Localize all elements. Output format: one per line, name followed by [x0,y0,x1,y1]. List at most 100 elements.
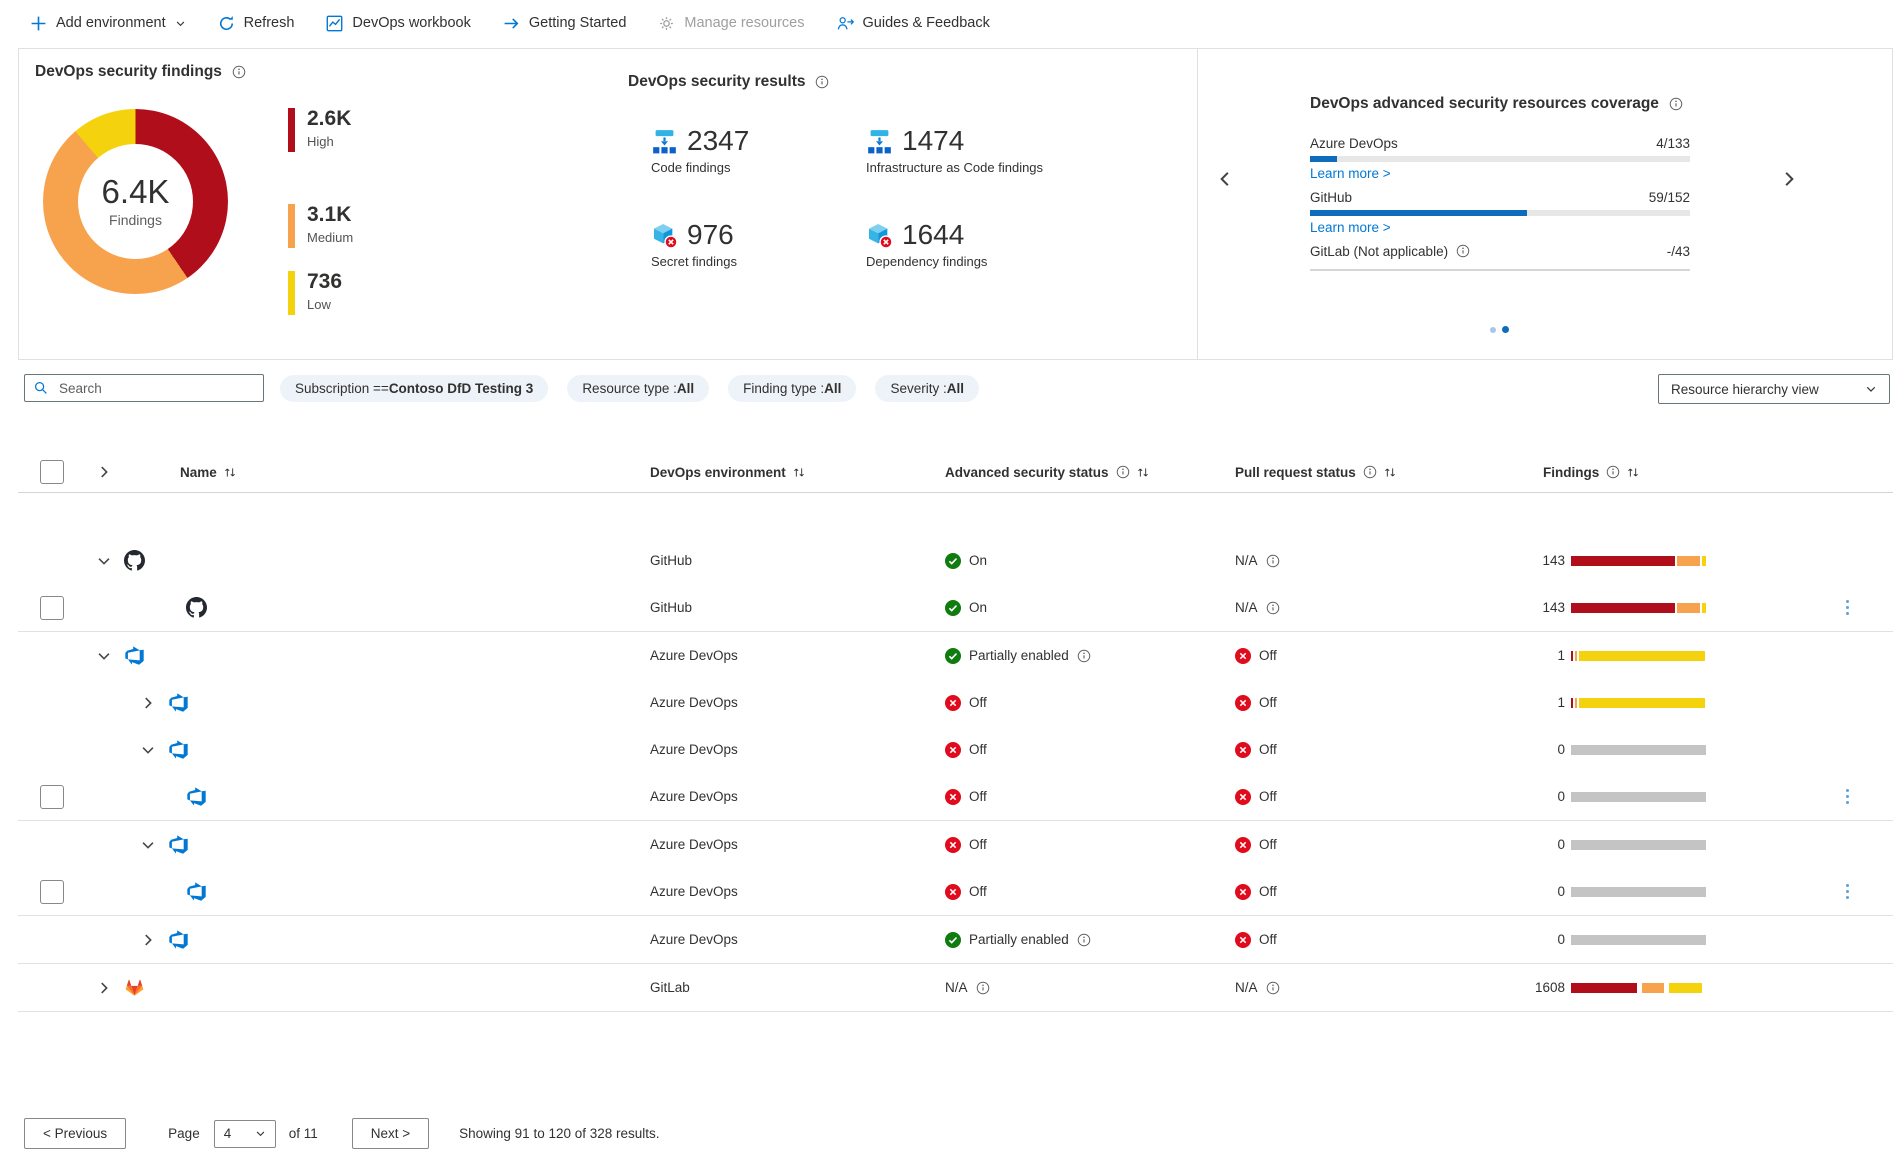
filter-pill-severity[interactable]: Severity : All [875,375,979,402]
previous-page-button[interactable]: < Previous [24,1118,127,1149]
chevron-right-icon [96,980,112,996]
page-select[interactable]: 4 [213,1119,276,1148]
findings-bar [1571,650,1706,661]
row-expander-expanded[interactable] [140,742,156,758]
view-mode-dropdown[interactable]: Resource hierarchy view [1658,374,1890,404]
severity-value: 736 [307,270,343,293]
row-checkbox[interactable] [40,784,64,809]
status-na: N/A [945,980,1210,995]
workbook-icon [326,15,343,32]
row-expander-expanded[interactable] [140,837,156,853]
azure-devops-icon [168,929,189,950]
toolbar-guides-feedback-button[interactable]: Guides & Feedback [837,15,990,32]
carousel-next-button[interactable] [1774,165,1804,195]
select-all-checkbox[interactable] [40,460,64,484]
carousel-dot-1[interactable] [1490,326,1496,333]
table-row-azure-devops[interactable]: Azure DevOps Off Off 0 [18,726,1893,773]
plus-icon [30,15,47,32]
toolbar-devops-workbook-button[interactable]: DevOps workbook [326,15,471,32]
chevron-right-icon [140,695,156,711]
arrow-right-icon [503,15,520,32]
info-icon[interactable] [1116,465,1130,479]
table-row-azure-devops[interactable]: Azure DevOps Off Off 1 [18,679,1893,726]
carousel-previous-button[interactable] [1210,165,1240,195]
column-header-advanced-security-status[interactable]: Advanced security status [945,465,1210,480]
learn-more-link[interactable]: Learn more > [1310,166,1391,181]
sort-icon [1384,466,1396,479]
filter-pill-resource-type[interactable]: Resource type : All [567,375,710,402]
results-card-title: DevOps security results [628,73,806,90]
column-label: DevOps environment [650,464,786,480]
info-icon[interactable] [1266,601,1280,615]
findings-bar-low-segment [1668,982,1703,993]
findings-bar-high-segment [1571,602,1675,613]
check-circle-icon [945,647,961,664]
filter-pills: Subscription == Contoso DfD Testing 3 Re… [280,375,979,402]
info-icon[interactable] [1669,97,1683,111]
filter-pill-text: Resource type : [582,381,677,396]
expand-all-button[interactable] [96,464,112,480]
info-icon[interactable] [1266,554,1280,568]
info-icon[interactable] [1456,244,1470,258]
filter-pill-subscription[interactable]: Subscription == Contoso DfD Testing 3 [280,375,549,402]
table-row-azure-devops[interactable]: Azure DevOps Off Off 0 [18,868,1893,916]
table-row-gitlab[interactable]: GitLab N/A N/A 1608 [18,964,1893,1012]
next-page-button[interactable]: Next > [351,1118,430,1149]
status-on: Partially enabled [945,647,1210,664]
row-expander-expanded[interactable] [96,553,112,569]
search-input[interactable] [57,379,263,397]
chevron-right-icon [140,932,156,948]
chevron-down-icon [140,742,156,758]
info-icon[interactable] [1266,981,1280,995]
info-icon[interactable] [1077,649,1091,663]
row-checkbox[interactable] [40,879,64,904]
coverage-row-github: GitHub 59/152 Learn more > [1310,188,1690,242]
info-icon[interactable] [1606,465,1620,479]
command-bar: Add environment Refresh DevOps workbook … [0,0,1897,46]
stat-code-findings: 2347 Code findings [651,127,749,176]
github-icon [186,597,207,618]
table-row-azure-devops[interactable]: Azure DevOps Partially enabled Off 1 [18,632,1893,679]
severity-label: Low [307,297,331,313]
info-icon[interactable] [1077,933,1091,947]
table-row-github[interactable]: GitHub On N/A 143 [18,584,1893,632]
findings-bar-high-segment [1571,982,1638,993]
filter-pill-finding-type[interactable]: Finding type : All [728,375,857,402]
findings-bar-medium-segment [1676,602,1700,613]
info-icon[interactable] [1363,465,1377,479]
table-row-azure-devops[interactable]: Azure DevOps Partially enabled Off 0 [18,916,1893,964]
row-expander-collapsed[interactable] [140,695,156,711]
row-expander-expanded[interactable] [96,648,112,664]
row-menu-kebab-button[interactable] [1844,787,1851,806]
info-icon[interactable] [976,981,990,995]
table-row-github[interactable]: GitHub On N/A 143 [18,537,1893,584]
toolbar-getting-started-button[interactable]: Getting Started [503,15,626,32]
column-header-findings[interactable]: Findings [1543,465,1639,480]
column-label: Name [180,464,217,480]
findings-count: 1 [1557,695,1565,710]
info-icon[interactable] [232,65,246,79]
learn-more-link[interactable]: Learn more > [1310,220,1391,235]
row-menu-kebab-button[interactable] [1844,882,1851,901]
donut-total: 6.4K [101,173,170,210]
column-header-pull-request-status[interactable]: Pull request status [1235,465,1500,480]
table-row-azure-devops[interactable]: Azure DevOps Off Off 0 [18,773,1893,821]
row-expander-collapsed[interactable] [96,980,112,996]
carousel-dot-2[interactable] [1502,326,1509,333]
coverage-progress-bar [1310,156,1690,162]
findings-bar-low-segment [1579,650,1705,661]
toolbar-add-environment-button[interactable]: Add environment [30,15,186,32]
findings-bar [1571,744,1706,755]
row-expander-collapsed[interactable] [140,932,156,948]
chevron-down-icon [96,553,112,569]
row-menu-kebab-button[interactable] [1844,598,1851,617]
row-checkbox[interactable] [40,595,64,620]
column-header-name[interactable]: Name [180,465,236,480]
stat-label: Code findings [651,160,731,175]
column-header-devops-environment[interactable]: DevOps environment [650,465,920,480]
devops-environment-value: Azure DevOps [650,648,738,663]
info-icon[interactable] [815,75,829,89]
toolbar-refresh-button[interactable]: Refresh [218,15,294,32]
table-row-azure-devops[interactable]: Azure DevOps Off Off 0 [18,821,1893,868]
